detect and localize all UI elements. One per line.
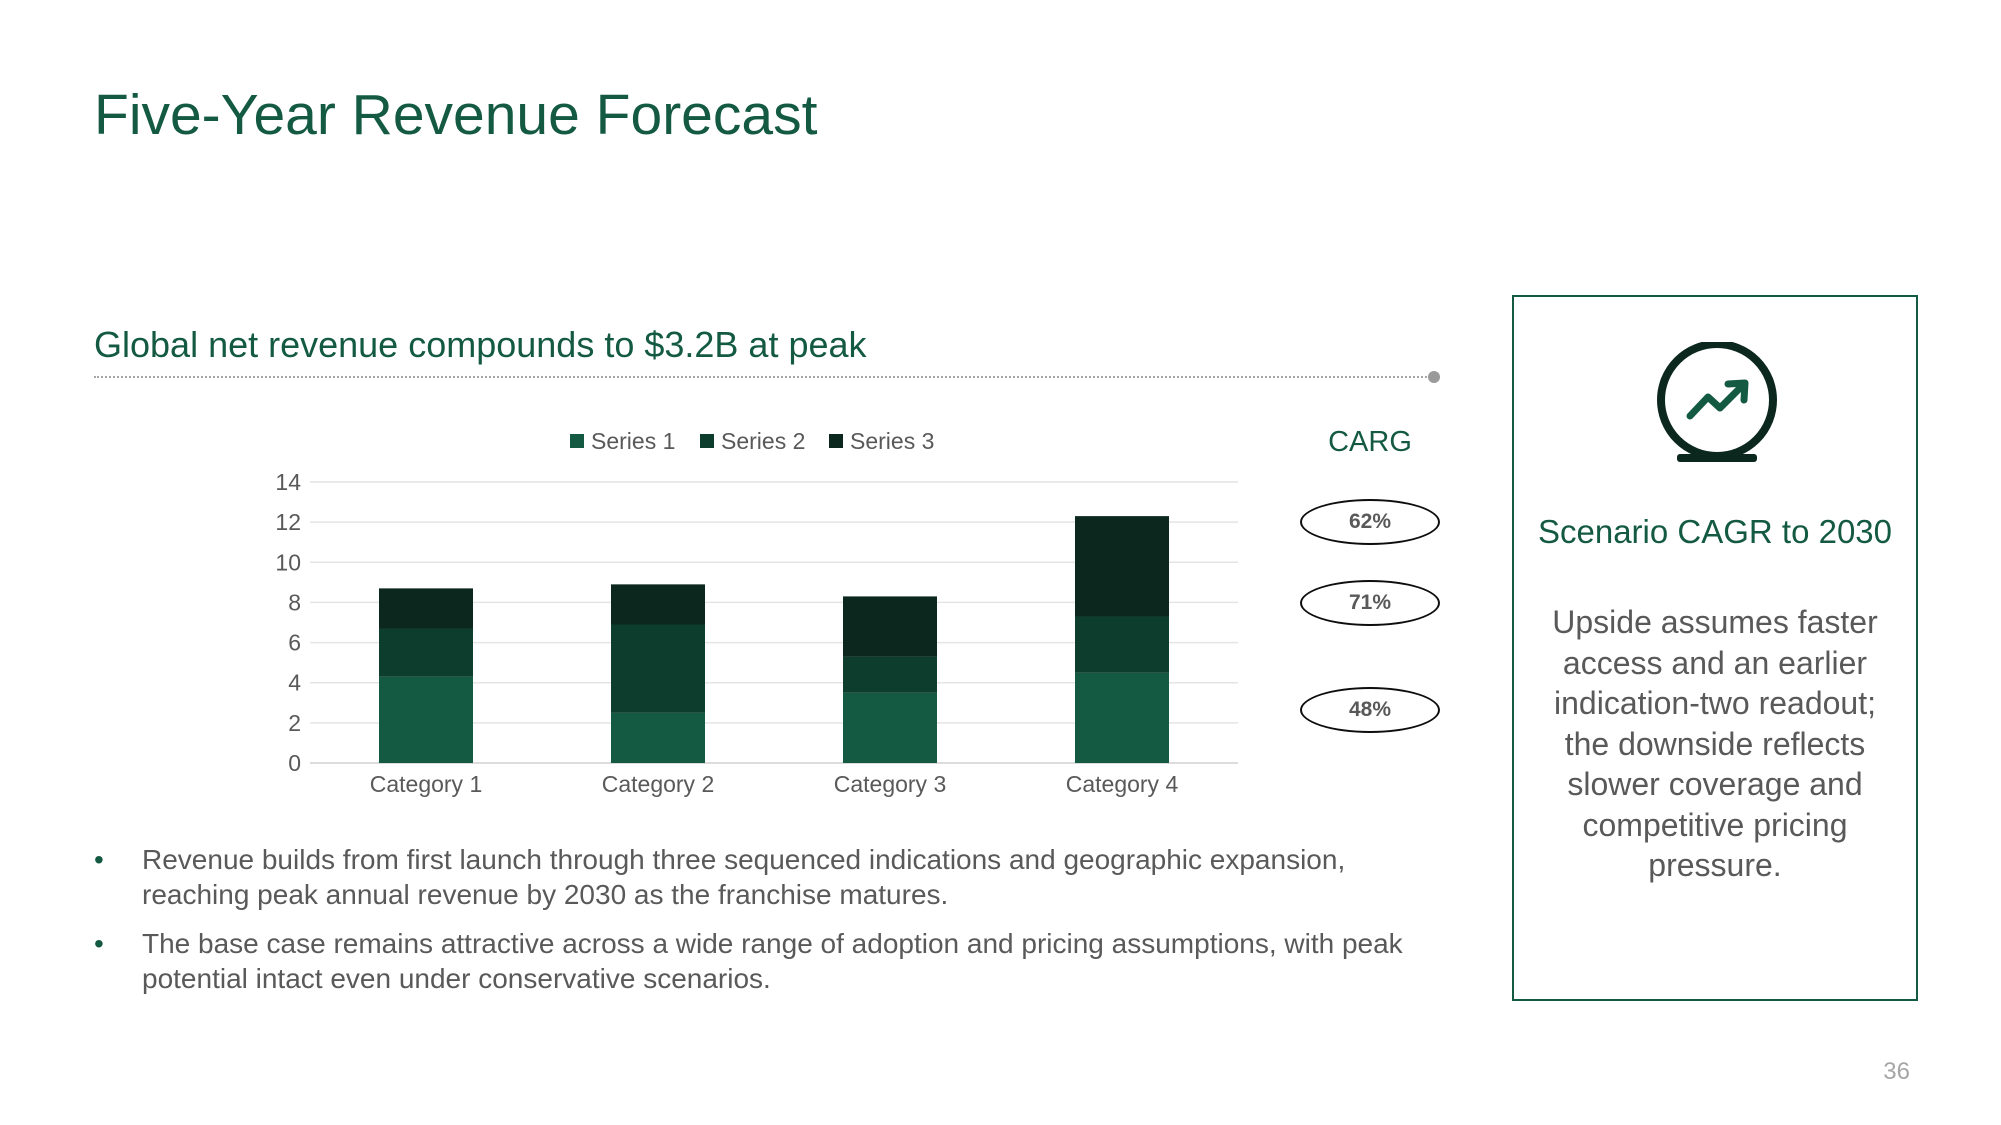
bar-segment — [379, 628, 473, 677]
scenario-panel: Scenario CAGR to 2030 Upside assumes fas… — [1512, 295, 1918, 1001]
bullet-dot: • — [94, 928, 104, 959]
x-tick-label: Category 2 — [602, 771, 715, 797]
subtitle-divider — [94, 376, 1434, 378]
y-tick-label: 6 — [288, 630, 301, 656]
legend-label: Series 2 — [721, 428, 805, 454]
bullet-item: • The base case remains attractive across… — [94, 926, 1454, 996]
bullet-dot: • — [94, 844, 104, 875]
y-tick-label: 12 — [275, 509, 301, 535]
y-tick-label: 10 — [275, 549, 301, 575]
trend-up-icon — [1657, 342, 1777, 462]
bar-segment — [611, 712, 705, 763]
divider-end-dot — [1428, 371, 1440, 383]
y-tick-label: 4 — [288, 670, 301, 696]
bullet-text: The base case remains attractive across … — [142, 928, 1403, 994]
legend-swatch — [570, 434, 584, 448]
x-tick-label: Category 4 — [1066, 771, 1179, 797]
panel-body: Upside assumes faster access and an earl… — [1552, 604, 1878, 883]
legend-swatch — [829, 434, 843, 448]
legend-label: Series 3 — [850, 428, 934, 454]
legend-swatch — [700, 434, 714, 448]
bar-segment — [1075, 516, 1169, 617]
bar-segment — [379, 676, 473, 763]
bullet-text: Revenue builds from first launch through… — [142, 844, 1346, 910]
bar-segment — [611, 584, 705, 625]
bar-segment — [611, 624, 705, 713]
bullet-item: • Revenue builds from first launch throug… — [94, 842, 1454, 912]
x-tick-label: Category 1 — [370, 771, 483, 797]
page-number: 36 — [1883, 1058, 1910, 1085]
panel-heading: Scenario CAGR to 2030 — [1537, 513, 1893, 550]
cagr-oval-3: 48% — [1300, 687, 1440, 733]
legend-label: Series 1 — [591, 428, 675, 454]
bar-segment — [843, 656, 937, 693]
y-tick-label: 0 — [288, 750, 301, 776]
bar-segment — [843, 596, 937, 657]
bar-segment — [379, 588, 473, 629]
bullet-list: • Revenue builds from first launch throug… — [94, 842, 1454, 1010]
cagr-oval-2: 71% — [1300, 580, 1440, 626]
bar-segment — [843, 692, 937, 763]
cagr-oval-1: 62% — [1300, 499, 1440, 545]
chart-subtitle: Global net revenue compounds to $3.2B at… — [94, 324, 867, 365]
y-tick-label: 8 — [288, 589, 301, 615]
y-tick-label: 2 — [288, 710, 301, 736]
stacked-bar-chart: 0 2 4 6 8 10 12 14 Category 1 Category 2 Category … — [275, 428, 1238, 797]
slide-title: Five-Year Revenue Forecast — [94, 83, 818, 147]
cagr-heading: CARG — [1328, 426, 1412, 458]
bar-segment — [1075, 616, 1169, 673]
bar-segment — [1075, 672, 1169, 763]
x-tick-label: Category 3 — [834, 771, 947, 797]
y-tick-label: 14 — [275, 469, 301, 495]
